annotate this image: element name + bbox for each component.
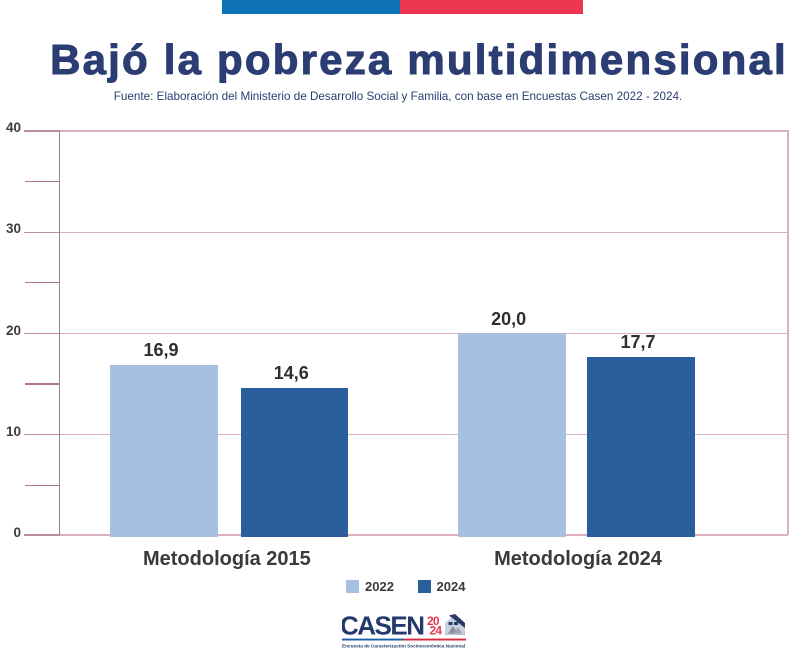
svg-text:Encuesta de Caracterización So: Encuesta de Caracterización Socioeconómi…	[342, 644, 465, 649]
svg-text:CASEN: CASEN	[342, 612, 424, 640]
svg-text:20: 20	[427, 614, 440, 628]
svg-text:24: 24	[430, 624, 443, 638]
